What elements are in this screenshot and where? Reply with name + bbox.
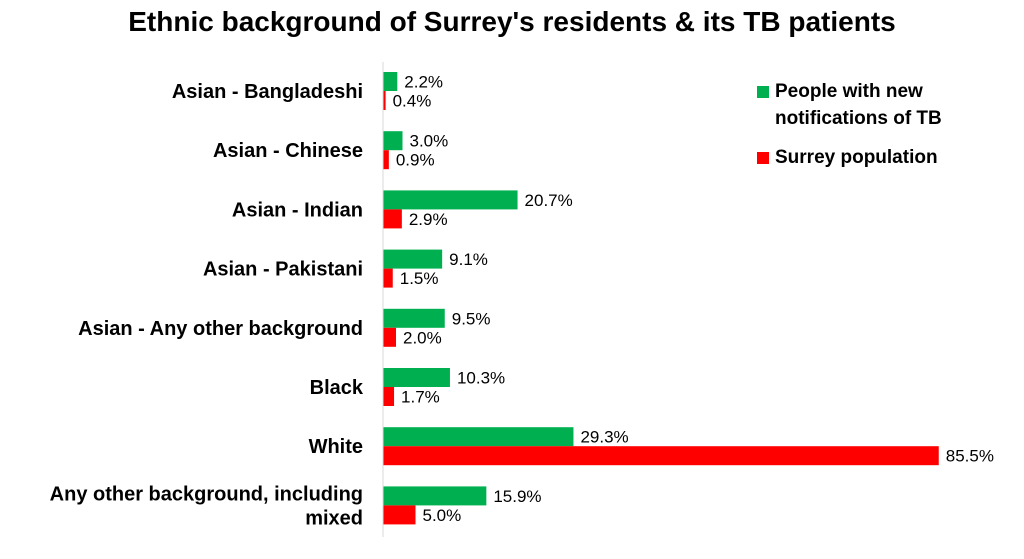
bar-tb [383,308,445,328]
legend-label-population: Surrey population [775,147,938,168]
bar-population [383,446,939,466]
category-label: Asian - Any other background [78,318,363,340]
bar-tb [383,72,398,91]
legend-label-tb-line-1: People with new [775,81,923,102]
bar-tb [383,427,574,447]
legend-item-population: Surrey population [757,144,987,171]
bar-tb [383,368,450,387]
bar-population [383,91,386,110]
value-label-population: 0.9% [396,151,435,170]
bar-tb [383,131,403,151]
value-label-tb: 29.3% [580,428,628,447]
category-label: Asian - Bangladeshi [172,81,363,103]
value-label-tb: 2.2% [404,73,443,92]
category-label: Asian - Pakistani [203,259,363,281]
value-label-population: 2.0% [403,328,442,347]
bar-population [383,387,395,406]
category-label: White [309,436,363,458]
category-label: Asian - Chinese [213,140,363,162]
value-label-tb: 9.5% [452,309,491,328]
value-label-tb: 10.3% [457,369,505,388]
value-label-tb: 20.7% [525,191,573,210]
bars-layer: Asian - Bangladeshi 2.2%0.4% Asian - Chine… [50,72,994,529]
value-label-population: 2.9% [409,210,448,229]
value-label-tb: 15.9% [493,487,541,506]
value-label-population: 85.5% [946,447,994,466]
bar-population [383,209,402,229]
bar-population [383,505,416,525]
legend-swatch-population [757,152,769,164]
value-label-tb: 3.0% [410,132,449,151]
value-label-tb: 9.1% [449,250,488,269]
legend: People with new notifications of TB Surr… [757,78,987,183]
legend-label-tb-line-2: notifications of TB [775,108,942,129]
category-label: Asian - Indian [232,199,363,221]
bar-population [383,327,396,347]
legend-item-tb: People with new notifications of TB [757,78,987,132]
bar-population [383,150,389,170]
legend-swatch-tb [757,86,769,98]
value-label-population: 0.4% [393,92,432,111]
value-label-population: 1.5% [400,269,439,288]
chart-title: Ethnic background of Surrey's residents … [128,6,896,37]
category-label: Black [310,377,364,399]
bar-tb [383,249,443,269]
bar-tb [383,190,518,210]
bar-population [383,268,393,288]
category-label: Any other background, including mixed [50,483,363,529]
value-label-population: 1.7% [401,388,440,407]
bar-tb [383,486,487,506]
value-label-population: 5.0% [423,506,462,525]
